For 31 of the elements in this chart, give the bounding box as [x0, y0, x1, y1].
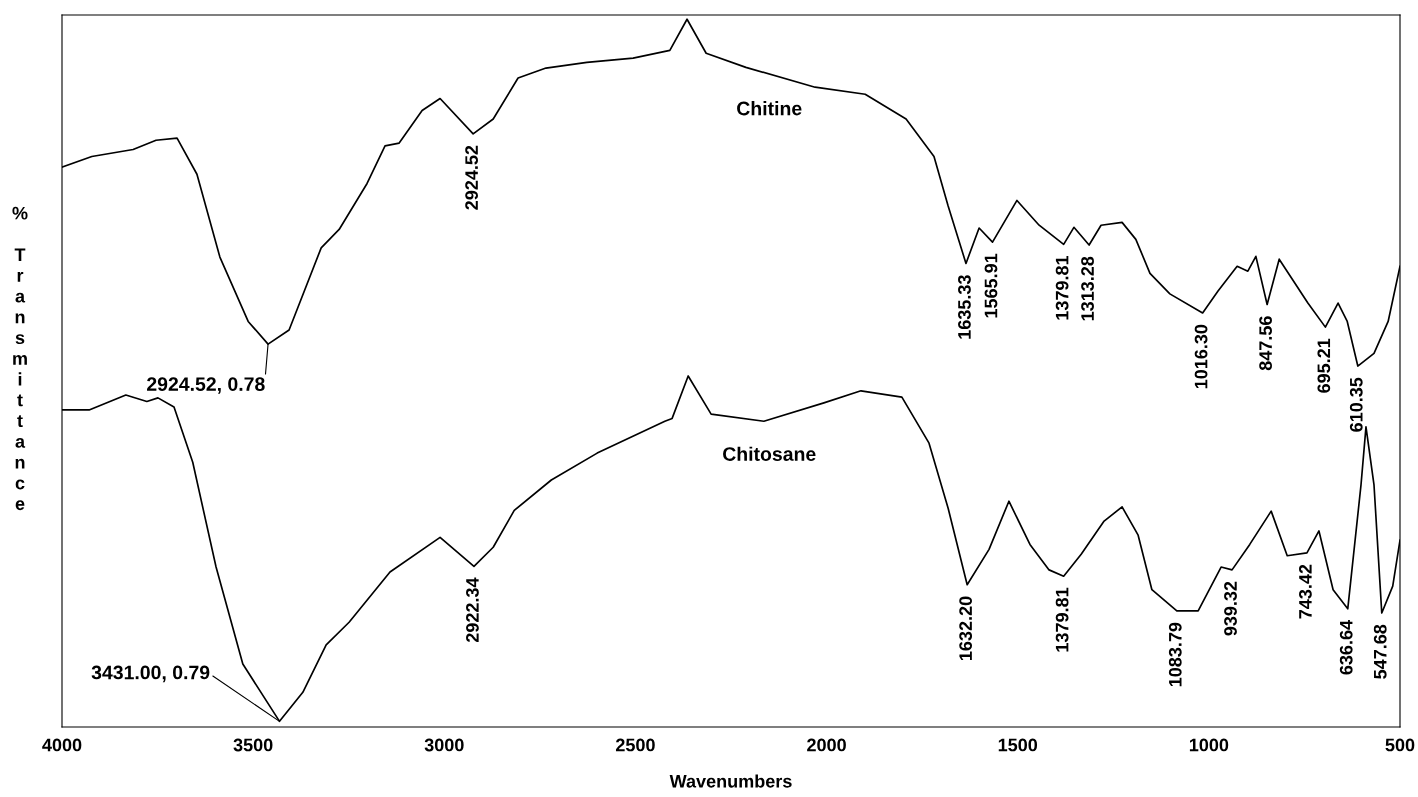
annotation: 1379.81 [1055, 255, 1069, 320]
x-tick-label: 1000 [1189, 738, 1229, 752]
annotation: 1632.20 [959, 596, 973, 660]
x-tick-label: 1500 [998, 738, 1038, 752]
series-label: Chitine [737, 101, 802, 116]
series-label: Chitosane [723, 446, 816, 461]
annotation: 847.56 [1259, 316, 1272, 371]
annotation: 610.35 [1349, 377, 1363, 432]
annotation: 1083.79 [1168, 622, 1182, 687]
x-tick-label: 2500 [615, 738, 655, 752]
annotation: 547.68 [1373, 624, 1387, 679]
annotation: 1016.30 [1194, 324, 1208, 389]
x-tick-label: 500 [1385, 738, 1415, 752]
annotation: 636.64 [1339, 620, 1353, 675]
annotation: 743.42 [1299, 564, 1312, 619]
text: % Transmittance [12, 206, 28, 511]
annotation: 1379.81 [1055, 587, 1069, 652]
x-tick-label: 4000 [42, 738, 82, 752]
annotation: 939.32 [1224, 581, 1237, 636]
annotation: 1565.91 [984, 253, 998, 318]
annotation: 2924.52, 0.78 [147, 377, 265, 394]
annotation: 1635.33 [958, 275, 971, 339]
annotation: 1313.28 [1081, 256, 1094, 321]
x-axis-title: Wavenumbers [669, 774, 792, 788]
x-tick-label: 2000 [807, 738, 846, 752]
x-tick-label: 3500 [233, 738, 273, 752]
x-tick-label: 3000 [424, 738, 464, 752]
annotation: 3431.00, 0.79 [91, 665, 210, 683]
annotation: 2922.34 [466, 577, 479, 643]
annotation: 2924.52 [465, 145, 478, 210]
annotation: 695.21 [1317, 338, 1331, 393]
